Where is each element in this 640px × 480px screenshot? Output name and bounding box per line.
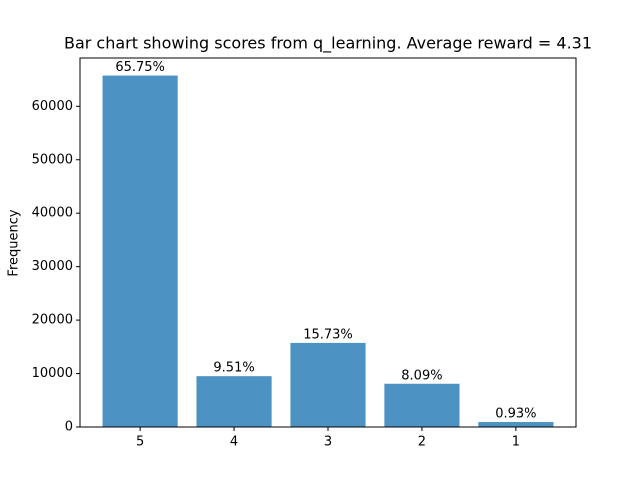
y-tick-label: 30000	[32, 259, 73, 274]
x-tick-label: 5	[136, 435, 144, 450]
y-tick-label: 50000	[32, 152, 73, 167]
bar	[478, 422, 554, 427]
value-label: 0.93%	[495, 407, 536, 422]
y-tick-label: 0	[65, 420, 73, 435]
x-tick-label: 4	[230, 435, 238, 450]
y-tick-label: 60000	[32, 99, 73, 114]
x-tick-label: 3	[324, 435, 332, 450]
x-tick-label: 1	[512, 435, 520, 450]
chart-title: Bar chart showing scores from q_learning…	[64, 34, 592, 54]
bar	[196, 376, 272, 427]
x-tick-label: 2	[418, 435, 426, 450]
value-label: 9.51%	[213, 361, 254, 376]
plot-frame	[79, 57, 577, 428]
value-label: 15.73%	[303, 327, 353, 342]
bar	[384, 383, 460, 427]
bar	[290, 342, 366, 427]
value-label: 65.75%	[115, 60, 165, 75]
y-tick-label: 40000	[32, 206, 73, 221]
bar	[102, 75, 178, 428]
y-tick-label: 10000	[32, 366, 73, 381]
y-tick-label: 20000	[32, 313, 73, 328]
value-label: 8.09%	[401, 368, 442, 383]
y-axis-label: Frequency	[7, 209, 22, 276]
